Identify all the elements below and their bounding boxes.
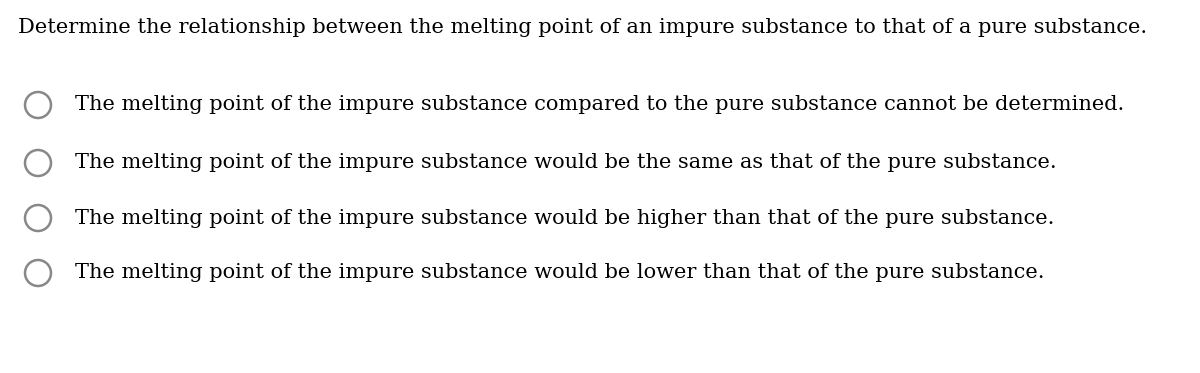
Ellipse shape xyxy=(25,260,50,286)
Text: Determine the relationship between the melting point of an impure substance to t: Determine the relationship between the m… xyxy=(18,18,1147,37)
Text: The melting point of the impure substance would be lower than that of the pure s: The melting point of the impure substanc… xyxy=(74,263,1044,282)
Ellipse shape xyxy=(25,150,50,176)
Text: The melting point of the impure substance would be the same as that of the pure : The melting point of the impure substanc… xyxy=(74,154,1057,172)
Text: The melting point of the impure substance compared to the pure substance cannot : The melting point of the impure substanc… xyxy=(74,95,1124,115)
Text: The melting point of the impure substance would be higher than that of the pure : The melting point of the impure substanc… xyxy=(74,209,1055,228)
Ellipse shape xyxy=(25,92,50,118)
Ellipse shape xyxy=(25,205,50,231)
